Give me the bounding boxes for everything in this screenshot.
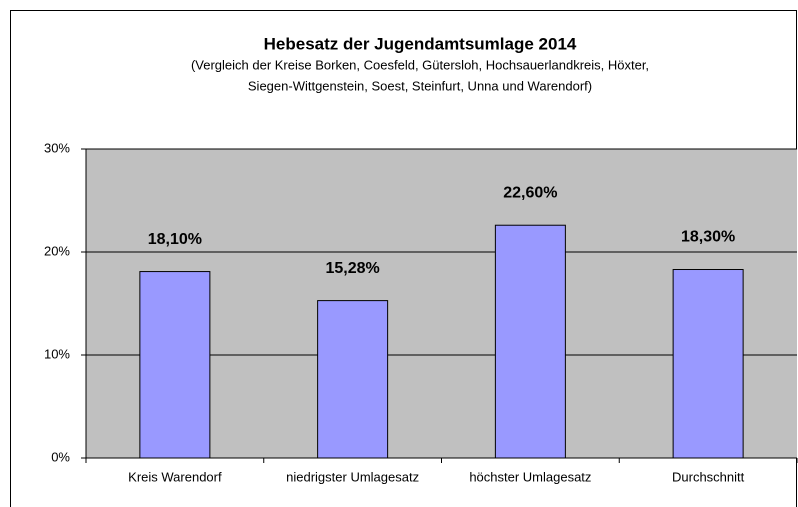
value-label: 15,28% [325,260,379,277]
bar [672,269,744,459]
bar [317,300,389,459]
x-tick-label: höchster Umlagesatz [469,469,591,484]
chart-subtitle: (Vergleich der Kreise Borken, Coesfeld, … [191,57,649,72]
chart-subtitle: Siegen-Wittgenstein, Soest, Steinfurt, U… [248,78,592,93]
x-tick-label: niedrigster Umlagesatz [286,469,419,484]
value-label: 18,10% [148,231,202,248]
x-tick-label: Kreis Warendorf [128,469,222,484]
chart-title: Hebesatz der Jugendamtsumlage 2014 [264,34,577,53]
x-tick-label: Durchschnitt [672,469,745,484]
value-label: 18,30% [681,229,735,246]
bar [494,224,566,459]
y-tick-label: 10% [44,346,70,361]
y-tick-label: 20% [44,243,70,258]
y-tick-label: 30% [44,140,70,155]
value-label: 22,60% [503,184,557,201]
bar [139,271,211,459]
y-tick-label: 0% [51,449,70,464]
